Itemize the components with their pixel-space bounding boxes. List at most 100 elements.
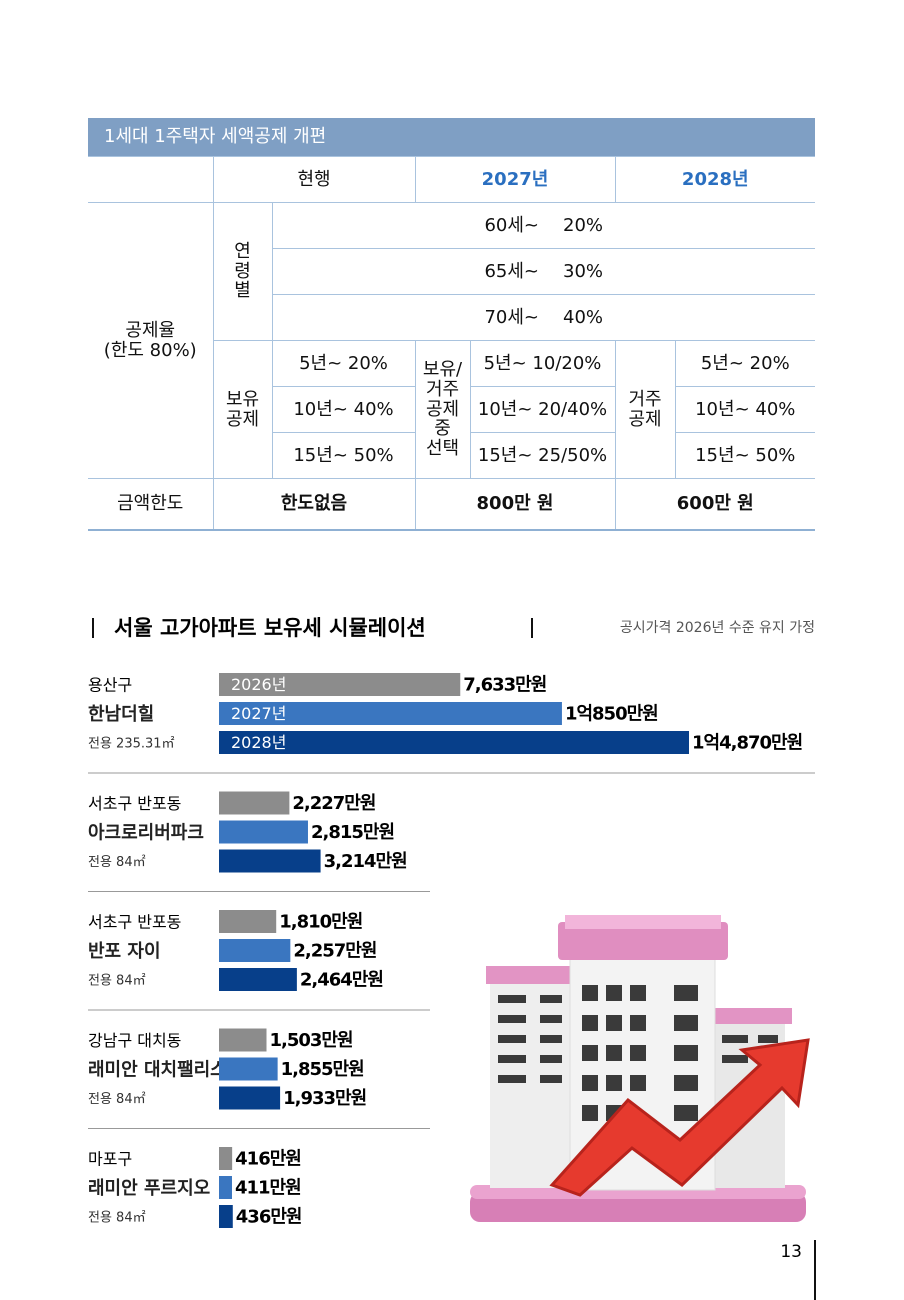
chart-title: 서울 고가아파트 보유세 시뮬레이션 — [114, 616, 426, 640]
area: 전용 84㎡ — [88, 974, 146, 989]
bar — [219, 791, 290, 815]
value-label: 2,227만원 — [292, 793, 375, 814]
reside-label: 거주 공제 — [614, 340, 676, 479]
series-name: 2027년 — [231, 704, 286, 723]
cell: 한도없음 — [212, 478, 416, 531]
blank — [88, 156, 214, 203]
value-label: 1,933만원 — [283, 1088, 366, 1109]
bar — [219, 1028, 267, 1052]
value-label: 1억4,870만원 — [692, 733, 802, 754]
text: 공제 — [425, 398, 460, 420]
text: 보유/ — [422, 359, 463, 380]
text: 공제 — [225, 408, 260, 430]
category: 반포 자이 — [88, 941, 161, 962]
cell: 10년~ 40% — [674, 386, 816, 433]
age-row: 60세~ 20% — [271, 202, 816, 249]
category: 래미안 대치팰리스 — [88, 1060, 227, 1081]
bar — [219, 939, 291, 962]
text: 60세~ — [484, 214, 540, 236]
hold-label: 보유 공제 — [213, 340, 273, 479]
district: 서초구 반포동 — [88, 794, 181, 813]
value-label: 2,257만원 — [293, 941, 376, 962]
area: 전용 235.31㎡ — [88, 737, 175, 752]
value-label: 416만원 — [235, 1149, 301, 1170]
text: 선택 — [425, 438, 460, 460]
age-row: 65세~ 30% — [272, 248, 816, 295]
text: 65세~ — [484, 260, 540, 282]
value-label: 3,214만원 — [324, 851, 407, 872]
value-label: 2,464만원 — [300, 970, 383, 991]
area: 전용 84㎡ — [88, 1092, 146, 1107]
text: 공제 — [628, 408, 662, 430]
table-title: 1세대 1주택자 세액공제 개편 — [88, 118, 816, 157]
bar — [219, 673, 461, 696]
text: 별 — [234, 280, 251, 302]
cell: 5년~ 20% — [271, 340, 416, 387]
value-label: 411만원 — [235, 1178, 301, 1199]
value-label: 1,810만원 — [279, 912, 362, 933]
bar — [219, 1205, 233, 1228]
area: 전용 84㎡ — [88, 1211, 146, 1226]
value-label: 436만원 — [236, 1207, 302, 1228]
chart: 서울 고가아파트 보유세 시뮬레이션 공시가격 2026년 수준 유지 가정 1… — [88, 616, 816, 1300]
bar — [219, 910, 277, 933]
limit-label: 금액한도 — [88, 478, 214, 531]
option-label: 보유/거주 공제 중 선택 — [414, 340, 471, 479]
series-name: 2028년 — [231, 733, 286, 752]
district: 서초구 반포동 — [88, 913, 181, 932]
value-label: 7,633만원 — [463, 675, 546, 696]
value-label: 1,503만원 — [270, 1030, 353, 1051]
value-label: 1억850만원 — [565, 704, 658, 725]
text: (한도 80%) — [103, 339, 197, 361]
bar — [219, 1176, 232, 1199]
bar — [219, 1057, 278, 1081]
text: 중 — [434, 418, 451, 440]
age-row: 70세~ 40% — [272, 294, 816, 341]
cell: 800만 원 — [414, 478, 616, 531]
page-number: 13 — [780, 1242, 802, 1262]
text: 보유 — [225, 388, 260, 410]
chart-subtitle: 공시가격 2026년 수준 유지 가정 — [620, 620, 815, 636]
bar — [219, 1086, 281, 1110]
district: 마포구 — [88, 1150, 132, 1169]
header: 2027년 — [414, 156, 616, 203]
text: 70세~ — [484, 306, 540, 328]
text: 30% — [563, 260, 604, 282]
header: 현행 — [212, 156, 416, 203]
bar — [219, 820, 308, 844]
bar — [219, 731, 689, 754]
area: 전용 84㎡ — [88, 855, 146, 870]
value-label: 1,855만원 — [281, 1059, 364, 1080]
cell: 15년~ 50% — [272, 432, 416, 479]
category: 한남더힐 — [88, 703, 154, 725]
cell: 10년~ 40% — [272, 386, 416, 433]
series-name: 2026년 — [231, 675, 286, 694]
header: 2028년 — [614, 156, 816, 203]
text: 공제율 — [125, 319, 176, 341]
illustration — [470, 915, 810, 1222]
bar — [219, 1147, 233, 1170]
cell: 5년~ 20% — [674, 340, 816, 387]
text: 40% — [563, 306, 604, 328]
cell: 15년~ 25/50% — [469, 432, 616, 479]
category: 래미안 푸르지오 — [88, 1178, 210, 1199]
district: 강남구 대치동 — [88, 1031, 181, 1050]
cell: 15년~ 50% — [674, 432, 816, 479]
text: 령 — [234, 260, 251, 282]
cell: 10년~ 20/40% — [469, 386, 616, 433]
cell: 5년~ 10/20% — [469, 340, 616, 387]
text: 거주 — [628, 388, 662, 410]
category: 아크로리버파크 — [88, 823, 204, 844]
text: 거주 — [425, 378, 460, 400]
text: 20% — [563, 214, 604, 236]
cell: 600만 원 — [614, 478, 816, 531]
tax-table: 1세대 1주택자 세액공제 개편 현행 2027년 2028년 공제율 (한도 8… — [88, 118, 816, 531]
text: 연 — [234, 240, 251, 262]
bar — [219, 849, 321, 873]
bar — [219, 702, 562, 725]
value-label: 2,815만원 — [311, 822, 394, 843]
rate-label: 공제율 (한도 80%) — [88, 202, 214, 479]
bar — [219, 968, 297, 991]
